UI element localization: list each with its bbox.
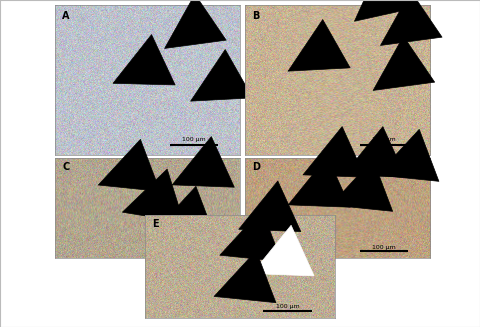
Text: B: B [252, 11, 260, 21]
Text: 100 μm: 100 μm [182, 137, 205, 142]
Text: C: C [62, 162, 70, 172]
Text: 100 μm: 100 μm [372, 245, 396, 250]
Text: 100 μm: 100 μm [372, 137, 396, 142]
Text: 100 μm: 100 μm [182, 245, 205, 250]
Text: 100 μm: 100 μm [276, 304, 300, 309]
Text: E: E [153, 219, 159, 229]
Text: D: D [252, 162, 260, 172]
Text: A: A [62, 11, 70, 21]
